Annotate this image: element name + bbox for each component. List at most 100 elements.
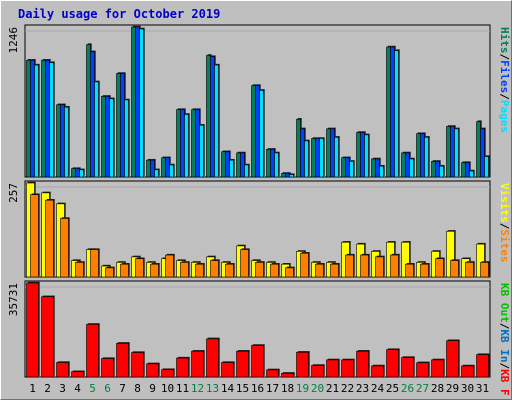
bar-kb-f: [266, 369, 279, 378]
x-tick-label: 27: [416, 382, 429, 395]
bar-hits: [191, 109, 196, 178]
bar-sites: [390, 254, 399, 278]
bar-hits: [416, 133, 421, 178]
bar-sites: [195, 263, 204, 278]
bar-sites: [450, 260, 459, 278]
x-tick-label: 5: [89, 382, 96, 395]
bar-pages: [394, 50, 399, 178]
bar-kb-f: [161, 369, 174, 378]
bar-kb-f: [356, 350, 369, 378]
x-tick-label: 25: [386, 382, 399, 395]
bar-pages: [139, 28, 144, 178]
bar-hits: [281, 173, 286, 178]
bar-pages: [409, 158, 414, 178]
bar-hits: [341, 157, 346, 178]
bar-files: [405, 152, 410, 178]
bar-files: [480, 128, 485, 178]
bar-sites: [255, 262, 264, 278]
bar-kb-f: [131, 352, 144, 378]
bar-sites: [210, 260, 219, 278]
bar-hits: [296, 118, 301, 178]
legend-bot: KB Out/KB In/KB F: [498, 283, 511, 396]
legend-entry: KB F: [498, 369, 511, 396]
bar-files: [225, 151, 230, 178]
bar-kb-f: [476, 354, 489, 378]
bar-pages: [199, 124, 204, 178]
legend-entry: KB Out: [498, 283, 511, 323]
y-axis-label: 35731: [7, 283, 20, 316]
bar-pages: [49, 62, 54, 178]
legend-entry: /: [498, 223, 511, 230]
bar-hits: [161, 157, 166, 178]
bar-pages: [469, 170, 474, 178]
bar-hits: [116, 73, 121, 178]
bar-files: [285, 173, 290, 178]
x-tick-label: 28: [431, 382, 444, 395]
bar-kb-f: [461, 365, 474, 378]
bar-files: [270, 149, 275, 178]
x-tick-label: 15: [236, 382, 249, 395]
bar-files: [135, 26, 140, 178]
x-tick-label: 7: [119, 382, 126, 395]
bar-sites: [150, 263, 159, 278]
bar-kb-f: [281, 373, 294, 378]
bar-hits: [356, 132, 361, 178]
bar-hits: [446, 126, 451, 178]
bar-kb-f: [296, 351, 309, 378]
bar-files: [45, 59, 50, 178]
bar-kb-f: [416, 362, 429, 378]
legend-entry: /: [498, 54, 511, 61]
bar-pages: [34, 64, 39, 178]
x-tick-label: 11: [176, 382, 189, 395]
bar-sites: [120, 263, 129, 278]
y-axis-label: 257: [7, 183, 20, 203]
bar-kb-f: [446, 340, 459, 378]
bar-pages: [229, 159, 234, 178]
legend-entry: Visits: [498, 183, 511, 223]
bar-hits: [311, 138, 316, 178]
x-tick-label: 2: [44, 382, 51, 395]
bar-pages: [214, 64, 219, 178]
y-axis-label: 1246: [7, 27, 20, 54]
bar-hits: [371, 158, 376, 178]
bar-sites: [135, 258, 144, 278]
bar-files: [330, 128, 335, 178]
bar-files: [105, 96, 110, 178]
bar-hits: [431, 161, 436, 178]
bar-sites: [180, 262, 189, 278]
legend-entry: Sites: [498, 229, 511, 262]
bar-hits: [476, 121, 481, 178]
bar-hits: [26, 59, 31, 178]
x-tick-label: 6: [104, 382, 111, 395]
bar-files: [30, 59, 35, 178]
bar-kb-f: [386, 349, 399, 378]
bar-kb-f: [176, 357, 189, 378]
x-tick-label: 8: [134, 382, 141, 395]
bar-pages: [109, 98, 114, 178]
bar-hits: [401, 152, 406, 178]
bar-pages: [424, 136, 429, 178]
legend-entry: /: [498, 323, 511, 330]
bar-hits: [236, 152, 241, 178]
bar-sites: [30, 194, 39, 278]
legend-entry: /: [498, 93, 511, 100]
x-tick-label: 18: [281, 382, 294, 395]
bar-hits: [86, 44, 91, 178]
bar-pages: [64, 106, 69, 178]
bar-kb-f: [146, 363, 159, 378]
legend-entry: Files: [498, 60, 511, 93]
bar-kb-f: [221, 362, 234, 378]
bar-files: [75, 168, 80, 178]
bar-kb-f: [401, 357, 414, 378]
bar-files: [420, 133, 425, 178]
x-tick-label: 14: [221, 382, 235, 395]
bar-files: [450, 126, 455, 178]
bar-files: [300, 128, 305, 178]
bar-sites: [435, 258, 444, 278]
bar-files: [255, 85, 260, 178]
bar-pages: [349, 161, 354, 178]
x-tick-label: 21: [326, 382, 339, 395]
bar-hits: [176, 109, 181, 178]
x-tick-label: 4: [74, 382, 81, 395]
bar-pages: [484, 156, 489, 178]
